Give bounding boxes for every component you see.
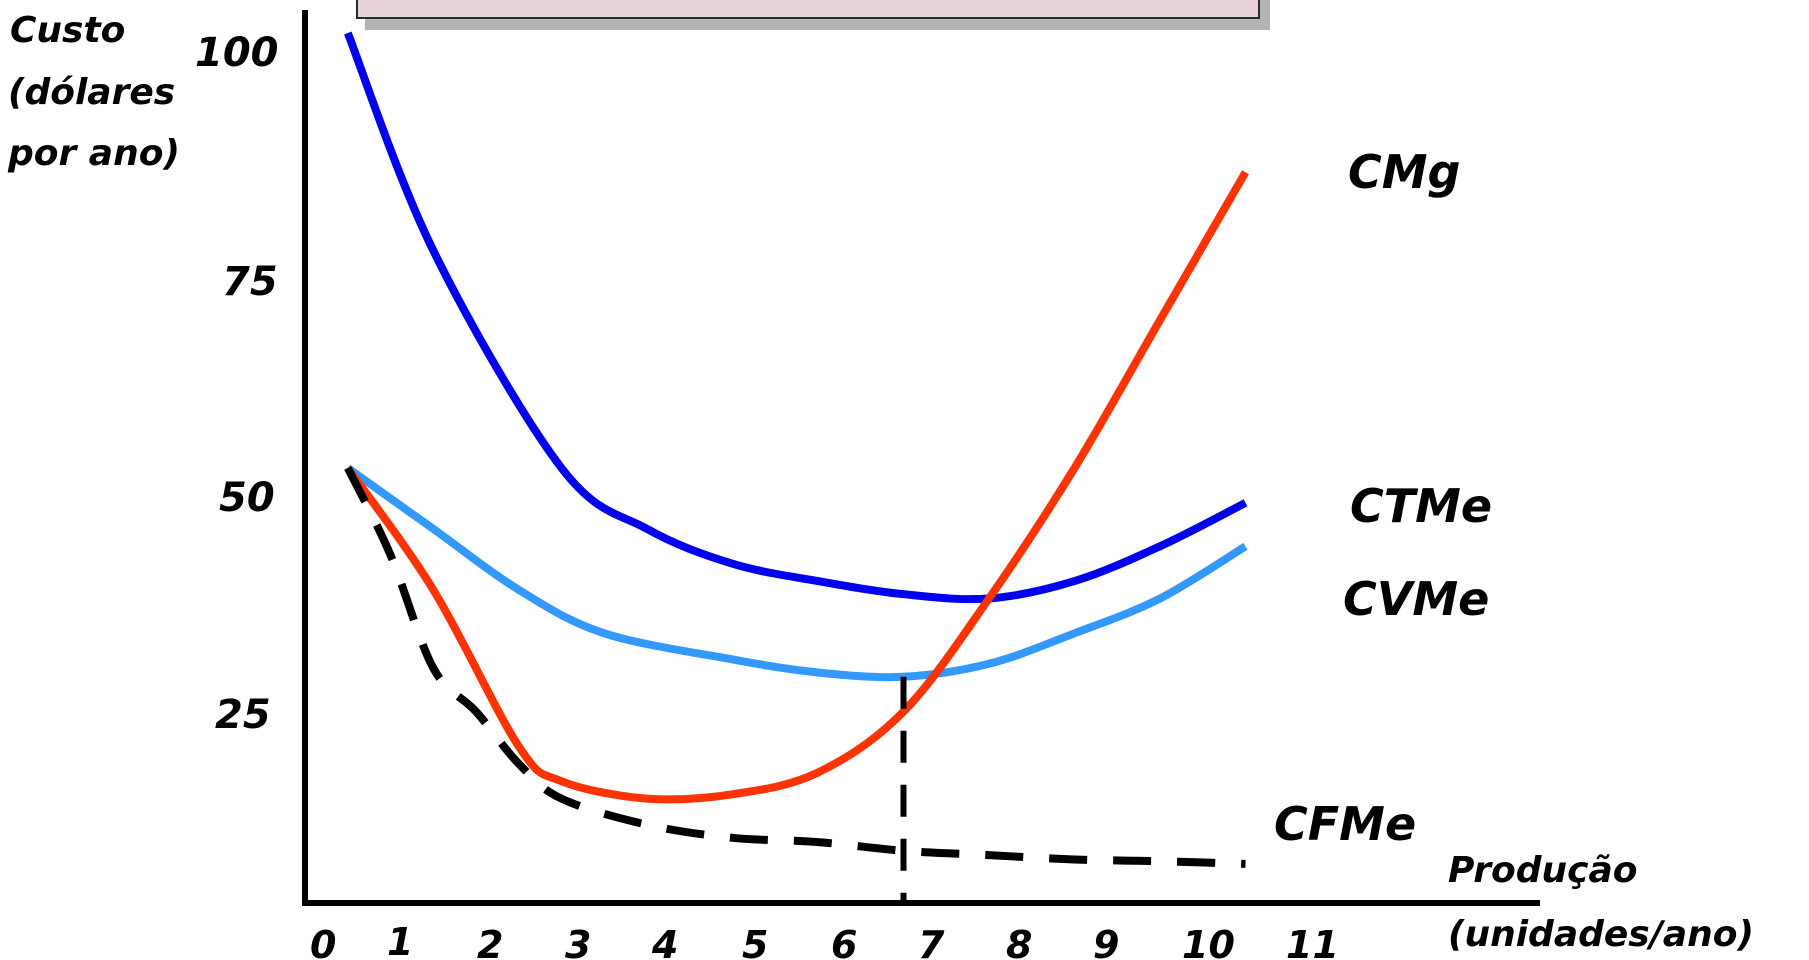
curves-layer <box>344 31 1249 903</box>
series-label-cmg: CMg <box>1348 145 1460 199</box>
title-box <box>356 0 1270 30</box>
x-tick-4: 4 <box>651 923 678 960</box>
y-axis-title-line-2: (dólares <box>8 72 175 113</box>
y-axis-title-line-3: por ano) <box>7 133 180 174</box>
x-tick-2: 2 <box>477 923 503 960</box>
x-axis-title-line-2: (unidades/ano) <box>1448 914 1754 955</box>
series-line-cfme <box>344 466 1246 868</box>
y-tick-75: 75 <box>222 259 278 305</box>
x-ticks: 0 1 2 3 4 5 6 7 8 9 10 11 <box>310 920 1339 960</box>
x-tick-5: 5 <box>742 923 768 960</box>
y-tick-50: 50 <box>219 475 275 521</box>
x-tick-8: 8 <box>1006 923 1032 960</box>
x-tick-9: 9 <box>1093 923 1119 960</box>
x-axis-title: Produção (unidades/ano) <box>1448 850 1754 955</box>
title-box-panel <box>356 0 1260 19</box>
series-label-ctme: CTMe <box>1350 479 1492 533</box>
y-tick-25: 25 <box>215 692 271 738</box>
x-tick-1: 1 <box>387 920 413 960</box>
y-axis-title: Custo (dólares por ano) <box>7 10 188 174</box>
series-line-cvme <box>345 464 1248 682</box>
y-axis-title-line-1: Custo <box>10 10 125 51</box>
series-labels: CMg CTMe CVMe CFMe <box>1274 145 1492 851</box>
x-tick-11: 11 <box>1286 923 1339 960</box>
x-tick-6: 6 <box>831 923 857 960</box>
x-tick-3: 3 <box>565 923 591 960</box>
x-tick-10: 10 <box>1182 923 1235 960</box>
x-tick-0: 0 <box>310 923 336 960</box>
y-tick-100: 100 <box>195 30 279 76</box>
y-ticks: 25 50 75 100 <box>195 30 279 738</box>
series-line-ctme <box>344 31 1248 604</box>
x-axis-title-line-1: Produção <box>1448 850 1638 891</box>
series-label-cfme: CFMe <box>1274 797 1416 851</box>
series-line-cmg <box>344 170 1249 804</box>
x-tick-7: 7 <box>918 923 945 960</box>
series-label-cvme: CVMe <box>1343 572 1489 626</box>
